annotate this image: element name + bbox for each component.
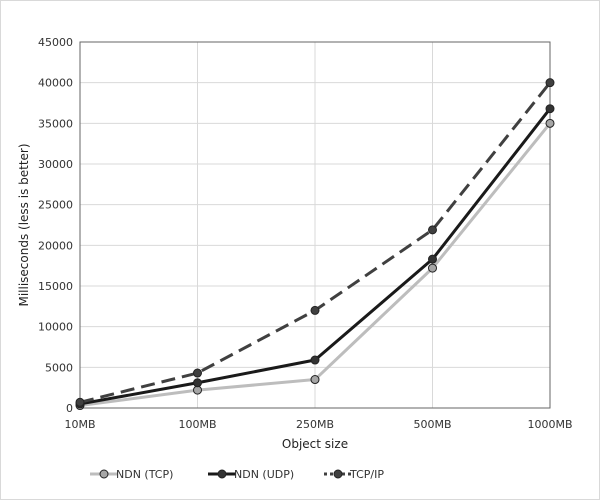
y-tick-label: 30000: [38, 158, 73, 171]
x-tick-label: 10MB: [64, 418, 95, 431]
y-tick-label: 25000: [38, 199, 73, 212]
data-point: [428, 225, 437, 235]
data-point: [75, 397, 85, 407]
data-point: [310, 375, 320, 385]
y-tick-label: 45000: [38, 36, 73, 49]
data-point: [545, 78, 555, 88]
x-axis-ticks: 10MB 100MB 250MB 500MB 1000MB: [64, 418, 572, 431]
legend-label: NDN (UDP): [234, 468, 294, 481]
y-tick-label: 20000: [38, 239, 73, 252]
x-tick-label: 500MB: [413, 418, 451, 431]
legend-label: TCP/IP: [349, 468, 384, 481]
legend-item: NDN (UDP): [208, 468, 294, 481]
data-point: [545, 118, 555, 128]
x-axis-title: Object size: [282, 437, 348, 451]
grid: [79, 41, 551, 409]
y-axis-ticks: 0 5000 10000 15000 20000 25000 30000 35000 40000…: [38, 36, 73, 415]
legend-label: NDN (TCP): [116, 468, 173, 481]
y-tick-label: 15000: [38, 280, 73, 293]
data-point: [545, 104, 555, 114]
data-point: [428, 263, 437, 273]
y-tick-label: 5000: [45, 361, 73, 374]
data-point: [193, 368, 202, 378]
data-point: [193, 378, 202, 388]
y-tick-label: 10000: [38, 321, 73, 334]
y-tick-label: 0: [66, 402, 73, 415]
y-tick-label: 40000: [38, 77, 73, 90]
legend: NDN (TCP) NDN (UDP) TCP/IP: [90, 468, 384, 481]
data-point: [310, 305, 320, 315]
y-tick-label: 35000: [38, 117, 73, 130]
data-point: [428, 254, 437, 264]
x-tick-label: 250MB: [296, 418, 334, 431]
data-point: [310, 355, 320, 365]
series-group: [75, 78, 555, 411]
legend-swatch-marker: [217, 469, 227, 479]
x-tick-label: 1000MB: [527, 418, 572, 431]
x-tick-label: 100MB: [178, 418, 216, 431]
y-axis-title: Milliseconds (less is better): [17, 143, 31, 306]
legend-swatch-marker: [99, 469, 109, 479]
series-tcp-ip: [75, 78, 555, 407]
legend-swatch-marker: [333, 469, 343, 479]
legend-item: NDN (TCP): [90, 468, 173, 481]
legend-item: TCP/IP: [324, 468, 384, 481]
plot-area: [79, 41, 551, 409]
data-point: [193, 385, 202, 395]
